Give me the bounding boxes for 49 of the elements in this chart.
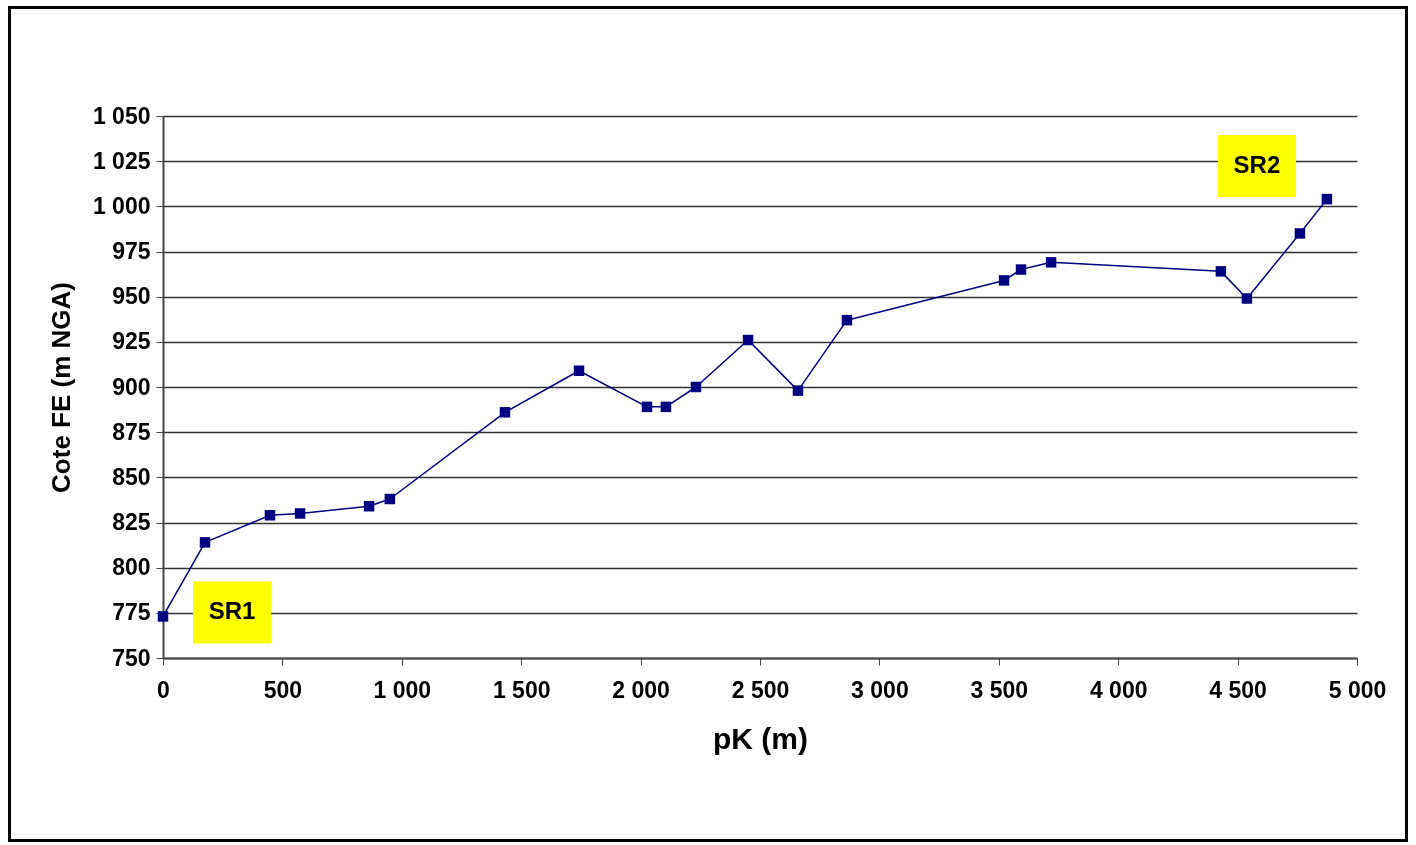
y-tick-label: 975 bbox=[112, 238, 151, 264]
point bbox=[264, 510, 276, 521]
y-tick-label: 1 025 bbox=[92, 147, 151, 174]
point bbox=[1015, 264, 1027, 275]
y-axis-title: Cote FE (m NGA) bbox=[45, 282, 76, 493]
point bbox=[573, 365, 585, 376]
annotation: SR1 bbox=[208, 597, 256, 625]
y-tick-label: 800 bbox=[112, 554, 151, 581]
point bbox=[841, 314, 853, 326]
y-tick-label: 925 bbox=[112, 328, 151, 355]
x-tick-label: 2 000 bbox=[612, 676, 670, 703]
y-tick-label: 850 bbox=[112, 463, 151, 490]
point bbox=[742, 334, 754, 346]
y-tick-label: 1 050 bbox=[92, 102, 151, 129]
point bbox=[1045, 257, 1057, 268]
point bbox=[1215, 266, 1227, 277]
x-tick-label: 3 500 bbox=[970, 676, 1029, 703]
x-tick-label: 4 500 bbox=[1209, 676, 1267, 703]
y-tick-label: 750 bbox=[112, 644, 151, 671]
point bbox=[792, 385, 804, 396]
point bbox=[1241, 293, 1253, 304]
y-tick-label: 950 bbox=[112, 283, 151, 310]
point bbox=[1321, 193, 1333, 205]
y-tick-label: 825 bbox=[112, 509, 151, 535]
x-axis-title: pK (m) bbox=[713, 721, 808, 755]
x-tick-label: 4 000 bbox=[1089, 676, 1148, 703]
point bbox=[384, 493, 396, 505]
x-tick-label: 5 000 bbox=[1328, 676, 1387, 703]
x-tick-label: 1 000 bbox=[373, 676, 432, 703]
x-tick-label: 3 000 bbox=[851, 676, 909, 703]
point bbox=[199, 537, 211, 548]
x-tick-label: 500 bbox=[263, 676, 303, 703]
point bbox=[157, 611, 169, 622]
y-tick-label: 900 bbox=[112, 373, 151, 400]
y-tick-label: 1 000 bbox=[92, 192, 151, 219]
point bbox=[660, 401, 672, 413]
point bbox=[690, 381, 702, 393]
point bbox=[499, 407, 511, 418]
x-tick-label: 2 500 bbox=[731, 676, 790, 703]
x-tick-label: 1 500 bbox=[492, 676, 551, 703]
point bbox=[641, 401, 653, 413]
x-tick-label: 0 bbox=[157, 676, 170, 703]
point bbox=[294, 508, 306, 519]
annotation: SR2 bbox=[1233, 151, 1281, 179]
point bbox=[998, 275, 1010, 286]
y-tick-label: 775 bbox=[112, 599, 151, 626]
point bbox=[1294, 228, 1306, 239]
y-tick-label: 875 bbox=[112, 418, 151, 445]
point bbox=[363, 501, 375, 512]
